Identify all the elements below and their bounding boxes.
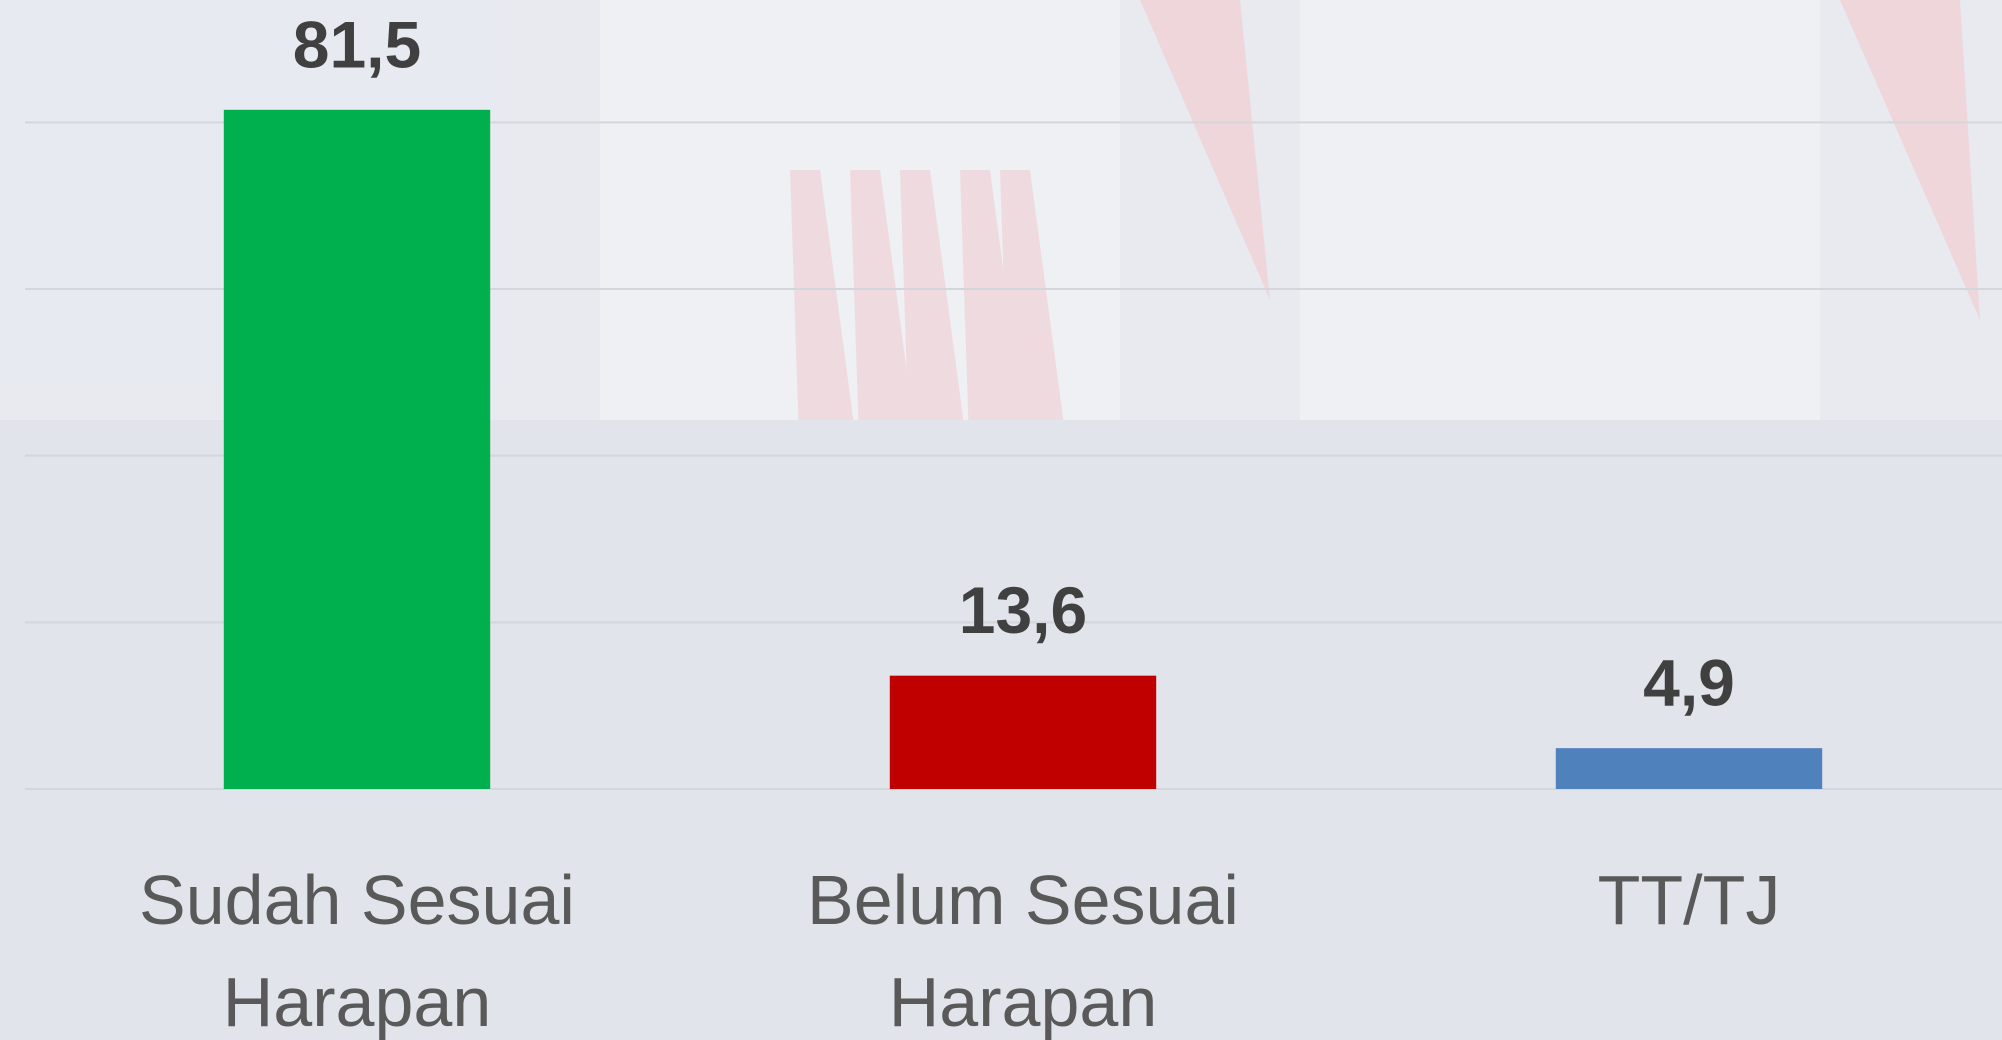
bar [1555,748,1823,789]
value-label: 81,5 [293,7,421,81]
x-tick-label: Belum Sesuai Harapan [807,861,1239,1040]
value-label: 13,6 [959,573,1087,647]
x-tick-label: Sudah Sesuai Harapan [139,861,575,1040]
bar [223,109,491,790]
bar [889,675,1157,789]
value-label: 4,9 [1643,646,1735,720]
x-tick-label: TT/TJ [1597,861,1781,939]
